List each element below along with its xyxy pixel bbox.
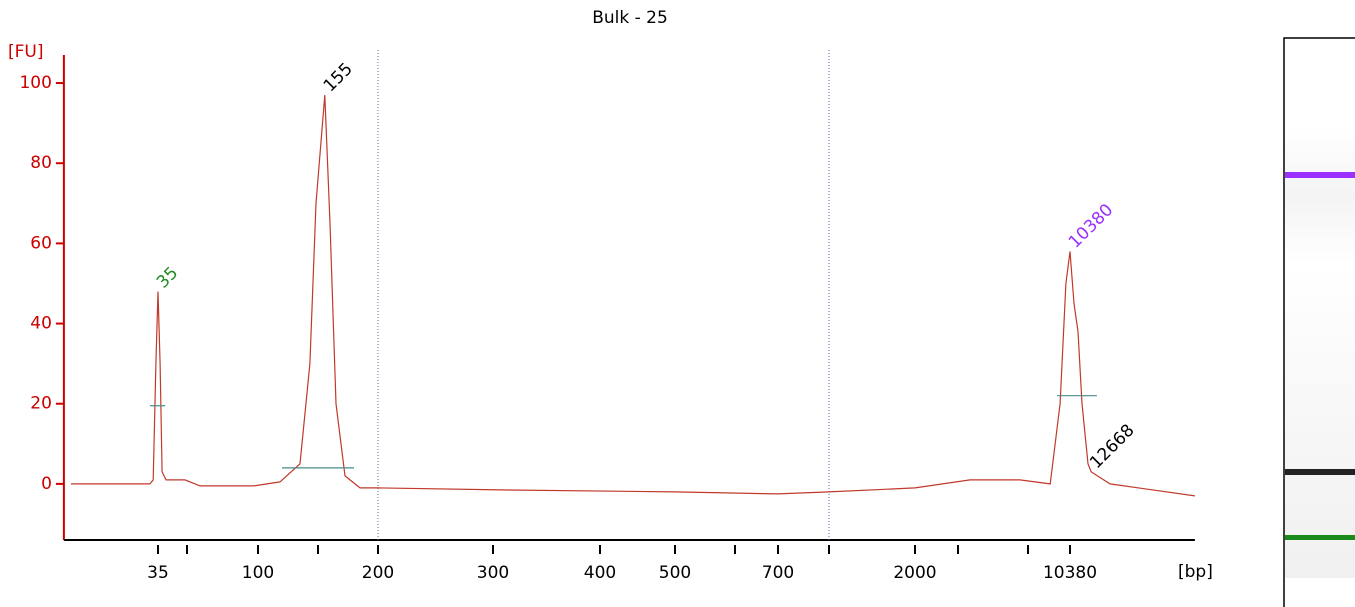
trace [71,95,1195,497]
y-tick-label: 0 [41,474,52,494]
gel-body [1285,128,1355,578]
y-tick-label: 40 [30,314,52,334]
peak-label: 155 [320,59,357,96]
gel-lane [1283,37,1355,607]
x-tick-label: 700 [762,563,794,583]
y-tick-label: 20 [30,394,52,414]
chart-title: Bulk - 25 [592,8,668,28]
y-tick-label: 60 [30,233,52,253]
gel-band [1285,469,1355,475]
x-tick-label: 200 [362,563,394,583]
peak-label: 10380 [1065,200,1117,252]
x-tick-label: 500 [659,563,691,583]
x-tick-label: 2000 [893,563,936,583]
x-tick-label: 300 [477,563,509,583]
y-tick-label: 100 [19,73,51,93]
peak-label: 35 [153,263,182,292]
gel-band [1285,535,1355,540]
x-tick-label: 10380 [1043,563,1097,583]
y-unit: [FU] [8,42,44,62]
x-tick-label: 35 [147,563,169,583]
gel-band [1285,172,1355,178]
x-unit: [bp] [1178,562,1213,582]
x-tick-label: 400 [584,563,616,583]
y-tick-label: 80 [30,153,52,173]
x-tick-label: 100 [242,563,274,583]
peak-label: 12668 [1086,421,1138,473]
